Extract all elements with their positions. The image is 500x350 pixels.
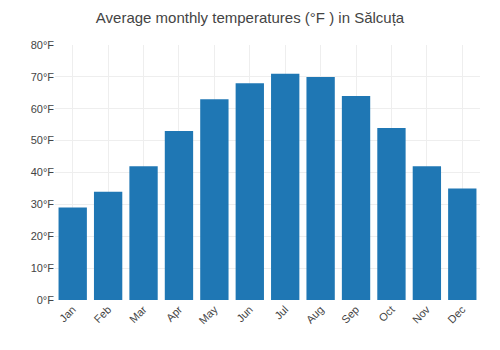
svg-text:Jun: Jun [234, 303, 255, 324]
svg-text:Oct: Oct [376, 303, 397, 324]
svg-text:30°F: 30°F [31, 198, 55, 210]
svg-text:50°F: 50°F [31, 134, 55, 146]
svg-text:May: May [197, 303, 221, 327]
svg-text:Average monthly temperatures (: Average monthly temperatures (°F ) in Să… [96, 9, 405, 26]
svg-text:40°F: 40°F [31, 166, 55, 178]
svg-text:60°F: 60°F [31, 103, 55, 115]
svg-text:10°F: 10°F [31, 262, 55, 274]
svg-text:20°F: 20°F [31, 230, 55, 242]
svg-text:Nov: Nov [410, 303, 433, 326]
svg-text:Mar: Mar [127, 303, 149, 325]
svg-text:Feb: Feb [92, 303, 114, 325]
svg-text:Apr: Apr [164, 303, 185, 324]
svg-text:Jul: Jul [272, 303, 290, 321]
svg-text:Jan: Jan [57, 303, 78, 324]
svg-text:Sep: Sep [339, 303, 361, 325]
svg-text:80°F: 80°F [31, 39, 55, 51]
svg-text:Aug: Aug [304, 303, 326, 325]
svg-text:70°F: 70°F [31, 71, 55, 83]
svg-text:Dec: Dec [445, 303, 468, 326]
svg-text:0°F: 0°F [37, 294, 55, 306]
